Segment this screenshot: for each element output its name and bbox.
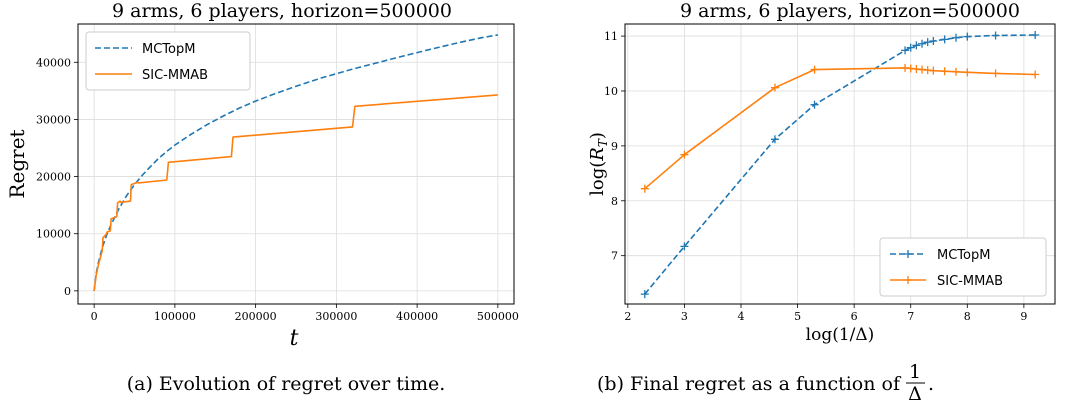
caption-b-frac-num: 1 xyxy=(909,361,921,383)
caption-b-period: . xyxy=(928,373,934,395)
chart-b-xtick-label: 2 xyxy=(624,310,631,323)
chart-b-xtick-label: 7 xyxy=(907,310,914,323)
chart-a-xtick-label: 400000 xyxy=(396,310,438,323)
caption-a: (a) Evolution of regret over time. xyxy=(127,373,446,395)
chart-b-data-point-sic-mmab xyxy=(951,67,960,76)
chart-a-ytick-label: 20000 xyxy=(36,171,71,184)
chart-b-ticks: 2 3 4 5 6 7 8 9 7 8 9 10 11 xyxy=(604,30,1027,323)
chart-b-data-point-sic-mmab xyxy=(991,69,1000,78)
chart-a-ticks: 0 100000 200000 300000 400000 500000 0 10000 200… xyxy=(36,56,519,323)
legend-marker-sicmmab xyxy=(904,276,912,284)
chart-b-data-point-sic-mmab xyxy=(810,65,819,74)
chart-b-xtick-label: 6 xyxy=(851,310,858,323)
chart-a-title: 9 arms, 6 players, horizon=500000 xyxy=(112,0,452,22)
legend-label-mctopm: MCTopM xyxy=(142,42,195,57)
legend-label-sicmmab: SIC-MMAB xyxy=(937,274,1003,289)
chart-a-xtick-label: 100000 xyxy=(154,310,196,323)
chart-b-data-point-sic-mmab xyxy=(940,67,949,76)
chart-final-regret: 9 arms, 6 players, horizon=500000 2 3 4 5 6 7… xyxy=(587,0,1056,345)
chart-b-data-point-mctopm xyxy=(951,33,960,42)
caption-b-text: (b) Final regret as a function of xyxy=(597,373,902,395)
chart-b-ylabel: log(RT) xyxy=(587,132,610,196)
chart-b-data-point-sic-mmab xyxy=(963,68,972,77)
chart-b-data-point-sic-mmab xyxy=(640,184,649,193)
chart-a-legend: MCTopM SIC-MMAB xyxy=(85,31,251,91)
legend-label-sicmmab: SIC-MMAB xyxy=(142,68,208,83)
chart-a-xtick-label: 500000 xyxy=(477,310,519,323)
chart-a-ytick-label: 30000 xyxy=(36,113,71,126)
chart-a-ytick-label: 0 xyxy=(64,285,71,298)
chart-a-xtick-label: 0 xyxy=(91,310,98,323)
chart-a-xtick-label: 200000 xyxy=(235,310,277,323)
chart-b-data-point-sic-mmab xyxy=(770,83,779,92)
chart-b-data-point-mctopm xyxy=(810,100,819,109)
chart-b-xtick-label: 8 xyxy=(964,310,971,323)
chart-b-data-point-mctopm xyxy=(640,290,649,299)
chart-b-xtick-label: 4 xyxy=(737,310,744,323)
legend-marker-mctopm xyxy=(904,250,912,258)
chart-b-data-point-mctopm xyxy=(923,38,932,47)
chart-b-xtick-label: 3 xyxy=(681,310,688,323)
chart-a-legend-box xyxy=(85,31,251,91)
chart-a-ytick-label: 40000 xyxy=(36,56,71,69)
chart-a-ylabel: Regret xyxy=(5,129,29,198)
chart-b-data-point-mctopm xyxy=(963,32,972,41)
chart-b-xlabel: log(1/Δ) xyxy=(806,325,875,345)
chart-a-xlabel: t xyxy=(290,326,299,351)
chart-b-data-point-mctopm xyxy=(906,43,915,52)
chart-a-series-line-sic-mmab xyxy=(93,94,498,292)
chart-b-title: 9 arms, 6 players, horizon=500000 xyxy=(680,0,1020,22)
chart-b-data-point-mctopm xyxy=(929,37,938,46)
chart-b-data-point-mctopm xyxy=(912,41,921,50)
chart-b-ytick-label: 11 xyxy=(604,30,618,43)
chart-b-legend: MCTopM SIC-MMAB xyxy=(879,237,1047,297)
chart-b-xtick-label: 5 xyxy=(794,310,801,323)
chart-b-series-line-sic-mmab xyxy=(644,67,1036,190)
chart-b-data-point-mctopm xyxy=(940,35,949,44)
chart-b-data-point-mctopm xyxy=(770,135,779,144)
chart-b-data-point-mctopm xyxy=(901,46,910,55)
caption-b: (b) Final regret as a function of 1 Δ . xyxy=(597,361,934,405)
chart-b-data-point-sic-mmab xyxy=(1031,70,1040,79)
chart-b-data-point-mctopm xyxy=(991,31,1000,40)
chart-b-ytick-label: 7 xyxy=(611,250,618,263)
legend-label-mctopm: MCTopM xyxy=(937,248,990,263)
chart-b-ytick-label: 8 xyxy=(611,195,618,208)
chart-b-ytick-label: 10 xyxy=(604,85,618,98)
chart-b-series xyxy=(640,30,1040,299)
chart-a-xtick-label: 300000 xyxy=(315,310,357,323)
chart-b-ytick-label: 9 xyxy=(611,140,618,153)
chart-a-series xyxy=(93,34,499,292)
caption-b-frac-den: Δ xyxy=(908,383,922,405)
chart-b-frame xyxy=(624,23,1056,305)
chart-a-ytick-label: 10000 xyxy=(36,228,71,241)
chart-b-xtick-label: 9 xyxy=(1020,310,1027,323)
chart-b-data-point-sic-mmab xyxy=(929,66,938,75)
chart-regret-over-time: 9 arms, 6 players, horizon=500000 0 10000… xyxy=(5,0,519,351)
chart-a-frame xyxy=(77,23,515,305)
chart-b-data-point-mctopm xyxy=(680,242,689,251)
chart-b-data-point-mctopm xyxy=(1031,30,1040,39)
chart-b-legend-box xyxy=(879,237,1047,297)
chart-b-data-point-sic-mmab xyxy=(680,150,689,159)
chart-b-data-point-mctopm xyxy=(918,39,927,48)
